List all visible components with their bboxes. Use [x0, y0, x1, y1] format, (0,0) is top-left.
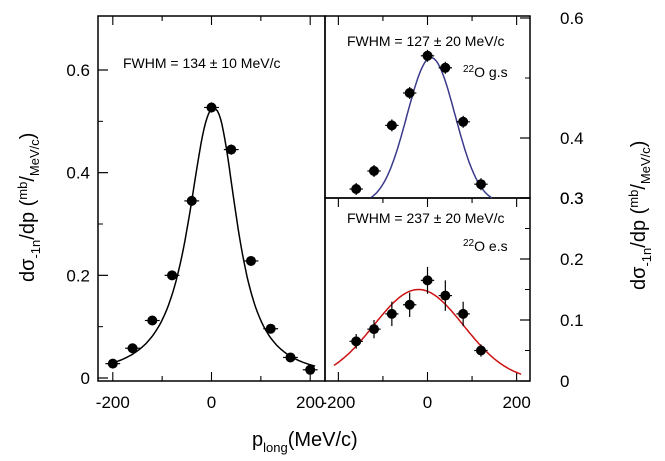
- left-y-tick-label: 0.6: [66, 61, 90, 80]
- top-right-data-point: [369, 166, 380, 176]
- left-x-tick-label: 0: [207, 393, 216, 412]
- left-data-point: [245, 255, 256, 266]
- top-right-data-point: [458, 116, 469, 127]
- bottom-right-data-point: [422, 275, 433, 286]
- left-data-point: [127, 343, 138, 354]
- bottom-right-fit-curve: [333, 288, 522, 375]
- top-right-data-point: [422, 50, 433, 61]
- top-right-data-point: [440, 62, 451, 73]
- top-right-fwhm-annotation: FWHM = 127 ± 20 MeV/c: [347, 33, 504, 49]
- left-x-tick-label: 200: [296, 393, 324, 412]
- bottom-right-data-point: [386, 308, 397, 319]
- bottom-right-data-point: [351, 336, 362, 347]
- bottom-right-data-point: [475, 345, 486, 356]
- top-right-data-point: [404, 88, 415, 98]
- right-x-tick-label: -200: [321, 393, 355, 412]
- left-fwhm-annotation: FWHM = 134 ± 10 MeV/c: [123, 55, 280, 71]
- left-data-point: [305, 364, 316, 375]
- top-right-y-tick-label: 0.4: [560, 129, 584, 148]
- left-data-point: [226, 144, 237, 155]
- left-y-tick-label: 0: [81, 369, 90, 388]
- left-data-point: [186, 195, 197, 206]
- left-data-point: [147, 315, 158, 326]
- top-right-state-label: 22O g.s: [463, 64, 508, 80]
- left-fit-curve: [107, 107, 316, 367]
- left-data-point: [206, 102, 217, 113]
- x-axis-label: plong(MeV/c): [252, 429, 358, 455]
- right-x-tick-label: 200: [502, 393, 530, 412]
- left-data-point: [107, 358, 118, 369]
- bottom-right-y-tick-label: 0.3: [560, 189, 584, 208]
- top-right-data-point: [386, 120, 397, 131]
- bottom-right-data-point: [369, 324, 380, 335]
- bottom-right-fwhm-annotation: FWHM = 237 ± 20 MeV/c: [347, 210, 504, 226]
- bottom-right-data-point: [404, 299, 415, 310]
- y-axis-label-left: dσ-1n/dp (mb/MeV/c): [15, 133, 43, 282]
- left-data-point: [265, 323, 276, 334]
- left-y-tick-label: 0.4: [66, 164, 90, 183]
- bottom-right-y-tick-label: 0.2: [560, 250, 584, 269]
- top-right-data-point: [351, 184, 362, 194]
- left-data-point: [285, 352, 296, 363]
- right-x-tick-label: 0: [423, 393, 432, 412]
- top-right-y-tick-label: 0.3: [560, 189, 584, 208]
- bottom-right-state-label: 22O e.s: [463, 238, 508, 254]
- top-right-data-point: [475, 179, 486, 190]
- left-data-point: [167, 270, 178, 281]
- y-axis-label-right: dσ-1n/dp (mb/MeV/c): [626, 141, 654, 290]
- bottom-right-data-point: [440, 290, 451, 301]
- bottom-right-data-point: [458, 308, 469, 319]
- left-y-tick-label: 0.2: [66, 266, 90, 285]
- bottom-right-y-tick-label: 0.1: [560, 311, 584, 330]
- top-right-y-tick-label: 0.6: [560, 9, 584, 28]
- left-x-tick-label: -200: [96, 393, 130, 412]
- bottom-right-y-tick-label: 0: [560, 372, 569, 391]
